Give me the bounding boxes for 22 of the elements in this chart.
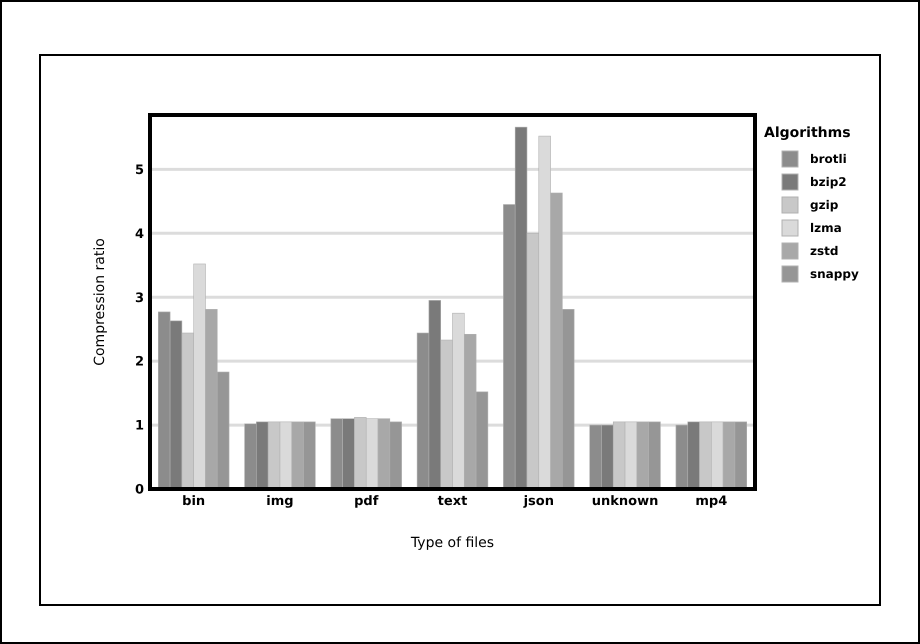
x-tick-label: pdf xyxy=(354,494,379,509)
legend-label: bzip2 xyxy=(810,175,847,190)
legend-title: Algorithms xyxy=(764,125,851,141)
x-tick-label: json xyxy=(522,494,554,509)
x-tick-label: mp4 xyxy=(695,494,728,509)
y-tick-label: 3 xyxy=(134,290,144,306)
legend-label: lzma xyxy=(810,221,842,236)
legend-label: snappy xyxy=(810,267,859,282)
x-tick-label: img xyxy=(266,494,294,509)
legend-label: gzip xyxy=(810,198,839,212)
legend-label: zstd xyxy=(810,244,838,258)
legend-label: brotli xyxy=(810,152,847,166)
y-tick-label: 2 xyxy=(134,354,144,370)
x-tick-label: unknown xyxy=(592,494,658,509)
y-tick-label: 5 xyxy=(134,162,144,178)
x-tick-label: text xyxy=(438,494,468,509)
y-tick-label: 4 xyxy=(134,226,144,242)
y-axis-title: Compression ratio xyxy=(92,238,108,366)
y-tick-label: 1 xyxy=(134,418,144,434)
y-tick-label: 0 xyxy=(134,482,144,498)
x-tick-label: bin xyxy=(182,494,206,509)
x-axis-title: Type of files xyxy=(410,535,494,551)
